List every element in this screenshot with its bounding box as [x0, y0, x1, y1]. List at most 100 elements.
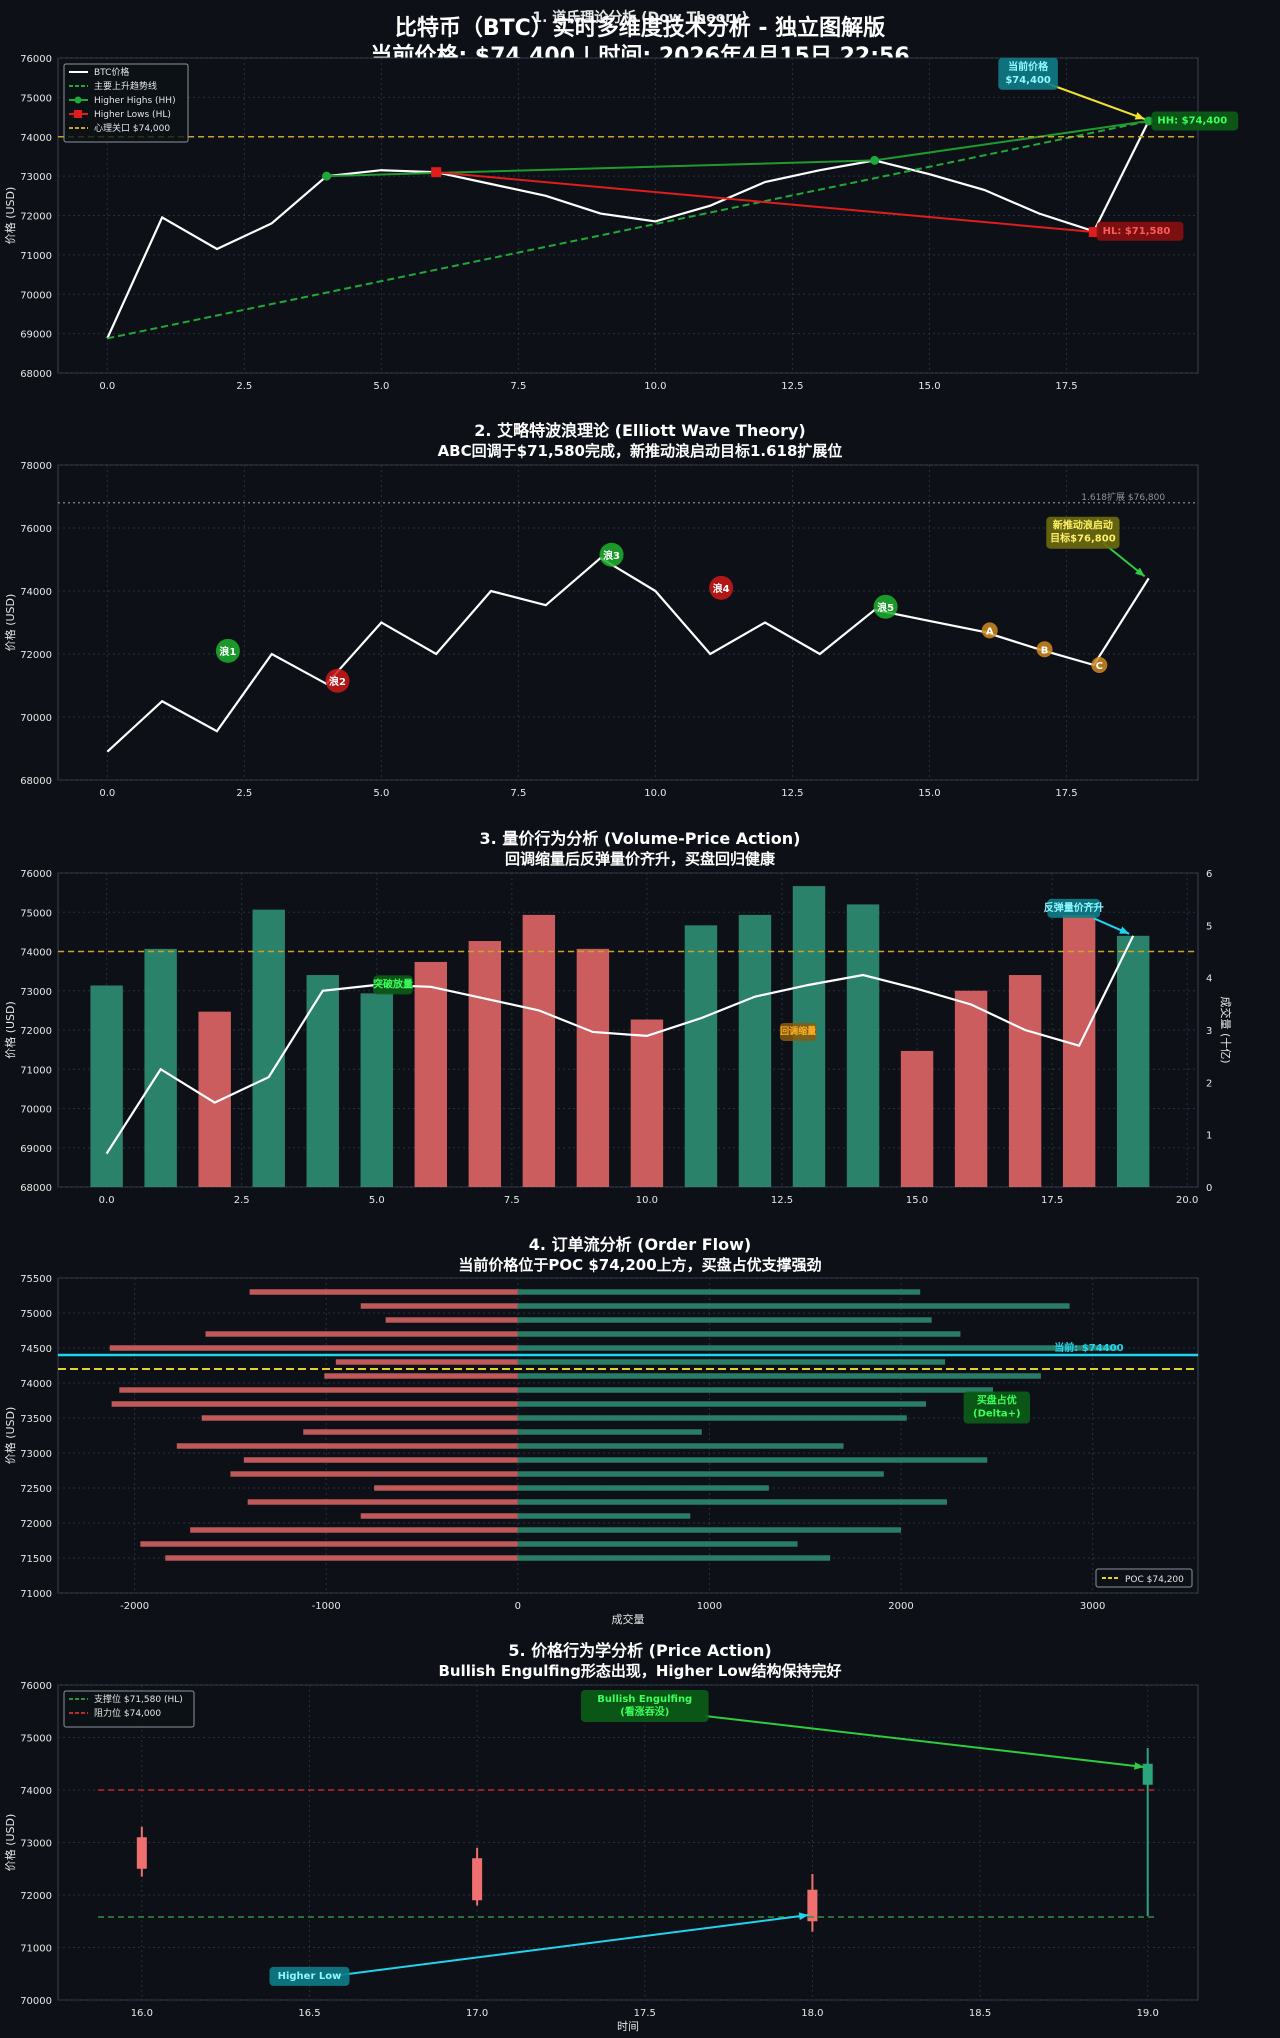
volume-annotation-2-arrow-head [1119, 926, 1130, 934]
priceaction-xtick-label: 17.0 [466, 2008, 488, 2019]
volume-ytick-label: 75000 [20, 908, 52, 919]
priceaction-xtick-label: 18.5 [969, 2008, 991, 2019]
dow-series-hl-point [1088, 227, 1099, 238]
volume-ytick-label: 69000 [20, 1144, 52, 1155]
priceaction-ytick-label: 70000 [20, 1996, 52, 2007]
dow-series-price [106, 120, 1150, 339]
elliott-wave-marker [981, 622, 998, 639]
dow-annotation-0-arrow-line [1047, 82, 1146, 120]
volume-subtitle: 回调缩量后反弹量价齐升，买盘回归健康 [505, 850, 776, 868]
orderflow-buy-bar [517, 1345, 1118, 1351]
orderflow-sell-bar [374, 1485, 518, 1491]
priceaction-title: 5. 价格行为学分析 (Price Action) [508, 1641, 771, 1660]
elliott-series-price [106, 556, 1150, 753]
volume-ytick-label: 76000 [20, 869, 52, 880]
orderflow-frame [57, 1277, 1199, 1594]
priceaction-xtick-label: 16.0 [131, 2008, 153, 2019]
dow-legend-marker [74, 110, 82, 118]
volume-annotation-0-box [373, 975, 413, 995]
dow-series-hl-point [431, 167, 442, 178]
elliott-xtick-label: 5.0 [373, 788, 389, 799]
elliott-xtick-label: 2.5 [236, 788, 252, 799]
volume-annotation-1-box [779, 1022, 817, 1041]
orderflow-ytick-label: 72500 [20, 1484, 52, 1495]
orderflow-xtick-label: -1000 [312, 1601, 341, 1612]
orderflow-buy-bar [517, 1373, 1041, 1379]
volume-y2tick-label: 0 [1206, 1183, 1212, 1194]
volume-xtick-label: 0.0 [99, 1195, 115, 1206]
orderflow-sell-bar [360, 1513, 518, 1519]
orderflow-buy-bar [517, 1541, 798, 1547]
volume-xtick-label: 17.5 [1041, 1195, 1063, 1206]
volume-volume-bar [252, 909, 285, 1187]
dow-annotation-2-text: HL: $71,580 [1103, 226, 1171, 237]
priceaction-legend-label: 阻力位 $74,000 [94, 1707, 161, 1719]
volume-volume-bar [846, 904, 880, 1187]
orderflow-ylabel: 价格 (USD) [3, 1407, 17, 1465]
dow-ytick-label: 76000 [20, 54, 52, 65]
dow-ytick-label: 69000 [20, 330, 52, 341]
orderflow-ytick-label: 75000 [20, 1309, 52, 1320]
elliott-ytick-label: 74000 [20, 587, 52, 598]
dow-legend-label: Higher Lows (HL) [94, 110, 171, 120]
volume-series-price [105, 935, 1135, 1155]
orderflow-sell-bar [247, 1499, 518, 1505]
orderflow-buy-bar [517, 1415, 907, 1421]
dow-legend-box [63, 63, 189, 143]
priceaction-legend: 支撑位 $71,580 (HL) 阻力位 $74,000 [63, 1690, 195, 1728]
volume-annotation-2-text: 反弹量价齐升 [1044, 901, 1104, 914]
elliott-title: 2. 艾略特波浪理论 (Elliott Wave Theory) [474, 421, 805, 440]
dow-ytick-label: 75000 [20, 93, 52, 104]
dow-ytick-label: 72000 [20, 212, 52, 223]
orderflow-annotation-1-text: 买盘占优(Delta+) [973, 1394, 1021, 1420]
volume-y2label: 成交量 (十亿) [1219, 996, 1233, 1063]
dow-ytick-label: 73000 [20, 172, 52, 183]
dow-annotation-0-box [998, 57, 1058, 90]
volume-y2tick-label: 4 [1206, 974, 1212, 985]
orderflow-sell-bar [119, 1387, 518, 1393]
orderflow-legend: POC $74,200 [1095, 1568, 1193, 1588]
volume-title: 3. 量价行为分析 (Volume-Price Action) [480, 829, 801, 848]
volume-annotation-2: 反弹量价齐升 [1044, 898, 1104, 918]
elliott-wave-label: 浪1 [219, 645, 236, 658]
chart-priceaction: 5. 价格行为学分析 (Price Action) Bullish Engulfi… [3, 1641, 1199, 2033]
elliott-annotation-1: 新推动浪启动目标$76,800 [1046, 516, 1120, 549]
volume-volume-bar [468, 941, 502, 1187]
elliott-ytick-label: 78000 [20, 461, 52, 472]
priceaction-annotation-0-arrow-line [704, 1715, 1144, 1768]
dow-legend-label: 主要上升趋势线 [94, 80, 157, 92]
orderflow-buy-bar [517, 1401, 926, 1407]
volume-volume-bar [738, 914, 772, 1187]
orderflow-xtick-label: -2000 [120, 1601, 149, 1612]
dow-ytick-label: 70000 [20, 290, 52, 301]
dow-annotation-0: 当前价格$74,400 [998, 57, 1058, 90]
priceaction-ytick-label: 74000 [20, 1786, 52, 1797]
dow-series-hh-point [1144, 116, 1154, 126]
elliott-wave-marker [215, 638, 240, 663]
volume-xtick-label: 20.0 [1176, 1195, 1198, 1206]
dow-series-trendline [107, 120, 1149, 340]
orderflow-sell-bar [165, 1555, 518, 1561]
dow-title: 1. 道氏理论分析 (Dow Theory) [532, 9, 747, 26]
dow-annotation-2: HL: $71,580 [1096, 221, 1184, 241]
priceaction-annotation-1-text: Higher Low [278, 1971, 342, 1982]
dow-xtick-label: 12.5 [781, 381, 803, 392]
priceaction-annotation-1-arrow-head [798, 1912, 809, 1921]
elliott-wave-label: 浪2 [329, 675, 346, 688]
priceaction-annotation-0: Bullish Engulfing (看涨吞没) [580, 1690, 709, 1722]
volume-ytick-label: 70000 [20, 1105, 52, 1116]
orderflow-buy-bar [517, 1513, 691, 1519]
elliott-wave-marker [1036, 641, 1053, 658]
elliott-frame [57, 464, 1199, 781]
elliott-xtick-label: 12.5 [781, 788, 803, 799]
volume-volume-bar [1062, 914, 1096, 1187]
orderflow-annotation-0: 当前: $74400 [1054, 1341, 1123, 1354]
volume-volume-bar [522, 914, 556, 1187]
elliott-wave-marker [709, 575, 734, 600]
orderflow-buy-bar [517, 1289, 921, 1295]
orderflow-sell-bar [385, 1317, 518, 1323]
orderflow-sell-bar [360, 1303, 518, 1309]
dow-series-hl-line [436, 171, 1094, 234]
